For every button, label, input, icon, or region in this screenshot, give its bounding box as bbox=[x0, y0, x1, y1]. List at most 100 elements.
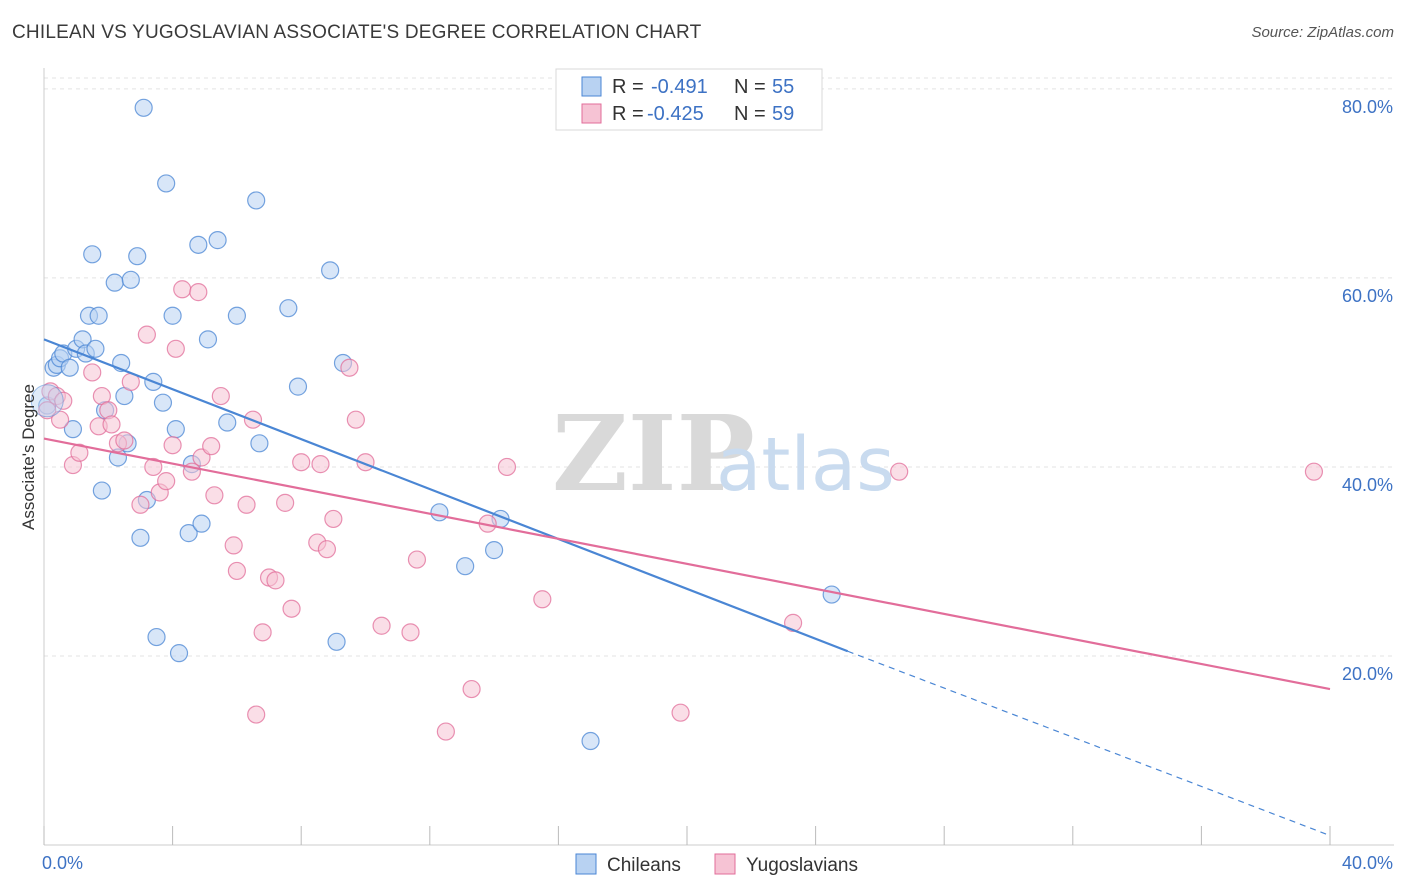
chilean-point-13 bbox=[89, 306, 108, 325]
yugoslavian-point-27 bbox=[205, 486, 224, 505]
chilean-point-6 bbox=[63, 420, 83, 439]
chilean-point-5 bbox=[60, 358, 79, 377]
yugoslavian-point-38 bbox=[282, 599, 301, 618]
chilean-point-38 bbox=[208, 231, 227, 250]
yugoslavian-point-21 bbox=[166, 339, 185, 358]
legend-n-label-chileans: N = bbox=[734, 76, 766, 98]
yugoslavian-point-47 bbox=[372, 616, 391, 635]
chilean-point-46 bbox=[327, 632, 346, 651]
chilean-point-53 bbox=[822, 585, 841, 604]
yugoslavian-point-51 bbox=[462, 679, 481, 699]
yugoslavian-point-39 bbox=[292, 453, 311, 472]
legend-swatch-chileans bbox=[581, 76, 602, 97]
yugoslavian-point-13 bbox=[115, 431, 134, 450]
yugoslavian-point-53 bbox=[497, 457, 517, 477]
yugoslavian-trend-line bbox=[43, 437, 1331, 691]
chilean-point-42 bbox=[250, 434, 269, 453]
chilean-point-11 bbox=[83, 245, 102, 264]
bottom-legend: Chileans Yugoslavians bbox=[575, 853, 858, 876]
chilean-point-43 bbox=[279, 299, 298, 318]
y-tick-label-60: 60.0% bbox=[1342, 286, 1393, 306]
yugoslavian-point-56 bbox=[783, 613, 803, 632]
yugoslavian-point-36 bbox=[266, 571, 285, 590]
chilean-point-16 bbox=[105, 273, 124, 292]
chilean-trend-extension bbox=[847, 650, 1331, 837]
chilean-point-32 bbox=[169, 644, 189, 663]
chilean-point-36 bbox=[192, 514, 211, 533]
trend-lines bbox=[43, 338, 1331, 837]
legend-n-label-yugoslavians: N = bbox=[734, 103, 766, 125]
bottom-legend-swatch-yugoslavians bbox=[714, 853, 736, 875]
legend-n-value-yugoslavians: 59 bbox=[772, 103, 794, 125]
yugoslavian-point-41 bbox=[311, 455, 330, 474]
chilean-point-29 bbox=[157, 174, 176, 193]
yugoslavian-point-48 bbox=[401, 623, 420, 642]
watermark: ZIP atlas bbox=[552, 392, 895, 515]
yugoslavian-point-34 bbox=[253, 623, 272, 642]
yugoslavian-point-57 bbox=[890, 462, 909, 481]
yugoslavian-point-24 bbox=[189, 283, 208, 302]
chilean-point-39 bbox=[218, 413, 237, 432]
yugoslavian-point-17 bbox=[144, 457, 163, 477]
y-tick-label-20: 20.0% bbox=[1342, 664, 1393, 684]
tick-labels: 20.0% 40.0% 60.0% 80.0% 0.0% 40.0% bbox=[42, 97, 1393, 873]
chilean-point-27 bbox=[147, 627, 166, 647]
legend-r-value-chileans: -0.491 bbox=[651, 76, 708, 98]
yugoslavian-point-0 bbox=[38, 401, 57, 420]
chilean-point-33 bbox=[179, 524, 198, 543]
yugoslavian-point-45 bbox=[346, 410, 365, 429]
legend-n-value-chileans: 55 bbox=[772, 76, 794, 98]
yugoslavian-point-20 bbox=[163, 436, 182, 455]
bottom-legend-swatch-chileans bbox=[575, 853, 597, 875]
yugoslavian-point-3 bbox=[50, 410, 70, 429]
chilean-point-31 bbox=[166, 420, 185, 439]
yugoslavian-point-15 bbox=[131, 495, 150, 514]
chilean-cluster-point bbox=[30, 384, 64, 418]
y-tick-label-40: 40.0% bbox=[1342, 475, 1393, 495]
chilean-point-14 bbox=[92, 481, 111, 500]
yugoslavian-point-37 bbox=[276, 493, 295, 512]
chilean-point-45 bbox=[321, 261, 340, 280]
source-label: Source: ZipAtlas.com bbox=[1251, 24, 1394, 41]
chilean-trend-line bbox=[43, 338, 849, 653]
chilean-point-12 bbox=[86, 339, 105, 358]
yugoslavian-point-58 bbox=[1304, 462, 1324, 481]
chilean-point-48 bbox=[430, 503, 449, 522]
chilean-point-30 bbox=[163, 306, 182, 325]
legend-box: R = -0.491 N = 55 R = -0.425 N = 59 bbox=[555, 68, 823, 131]
chart-title: CHILEAN VS YUGOSLAVIAN ASSOCIATE'S DEGRE… bbox=[12, 22, 702, 43]
chilean-point-21 bbox=[121, 270, 140, 289]
legend-swatch-yugoslavians bbox=[581, 103, 602, 124]
legend-r-label-yugoslavians: R = bbox=[612, 103, 644, 125]
yugoslavian-point-11 bbox=[102, 415, 121, 434]
x-tick-label-0: 0.0% bbox=[42, 853, 83, 873]
yugoslavian-point-33 bbox=[247, 705, 266, 724]
yugoslavian-point-31 bbox=[237, 495, 256, 514]
yugoslavian-point-30 bbox=[227, 561, 246, 581]
chilean-point-50 bbox=[485, 541, 504, 560]
chilean-point-52 bbox=[581, 731, 600, 751]
bottom-legend-chileans: Chileans bbox=[607, 855, 681, 876]
chilean-point-40 bbox=[227, 306, 246, 325]
chilean-point-49 bbox=[456, 557, 475, 576]
yugoslavian-point-26 bbox=[202, 437, 221, 456]
yugoslavian-point-54 bbox=[533, 590, 552, 609]
yugoslavian-point-28 bbox=[211, 386, 230, 406]
yugoslavian-point-7 bbox=[83, 363, 102, 382]
watermark-atlas: atlas bbox=[716, 422, 895, 508]
yugoslavian-point-22 bbox=[173, 280, 192, 299]
chilean-point-22 bbox=[128, 247, 147, 266]
watermark-zip: ZIP bbox=[552, 392, 755, 515]
chilean-point-28 bbox=[153, 393, 173, 412]
yugoslavian-point-43 bbox=[324, 509, 343, 529]
legend-r-label-chileans: R = bbox=[612, 76, 644, 98]
yugoslavian-point-42 bbox=[317, 540, 337, 559]
chilean-point-37 bbox=[198, 330, 218, 349]
chilean-point-44 bbox=[288, 377, 308, 396]
axes bbox=[43, 68, 1394, 846]
y-axis-label: Associate's Degree bbox=[19, 384, 38, 530]
y-tick-label-80: 80.0% bbox=[1342, 97, 1393, 117]
yugoslavian-point-6 bbox=[70, 443, 89, 462]
chilean-point-24 bbox=[134, 98, 153, 117]
